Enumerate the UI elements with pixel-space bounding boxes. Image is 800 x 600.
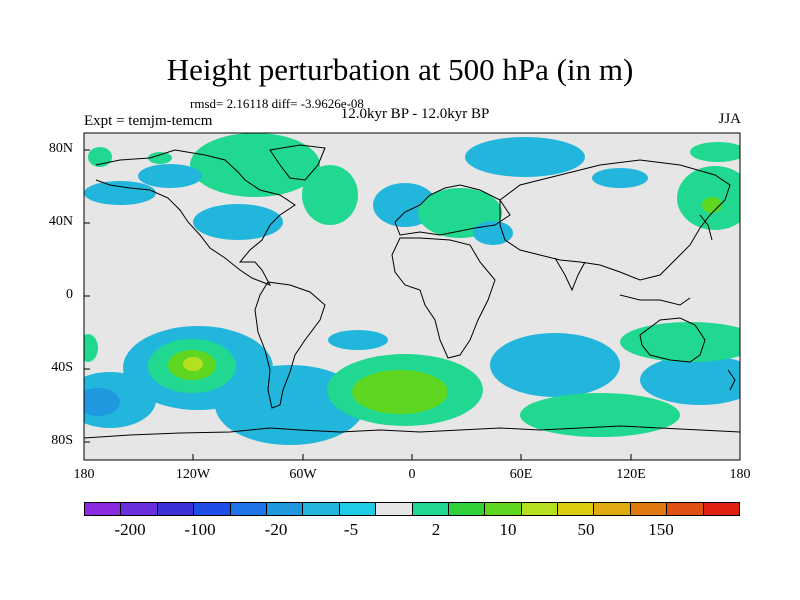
coastlines [84,144,740,439]
tick-marks [84,149,632,460]
colorbar-bin [376,503,413,515]
lon-tick: 120E [616,467,646,482]
colorbar-bin [558,503,595,515]
coast-asia [499,159,731,281]
colorbar-label: -200 [114,520,146,539]
colorbar-label: 10 [499,520,517,539]
map-title: Height perturbation at 500 hPa (in m) [166,52,634,87]
colorbar-label: 50 [577,520,595,539]
colorbar-bin [85,503,122,515]
contour-cyan [490,333,620,397]
contour-green-light [84,334,98,362]
lat-tick: 0 [66,287,73,302]
contour-green-light [620,322,740,362]
lat-tick: 80N [48,141,73,156]
lat-tick: 40S [51,360,73,375]
coast-indonesia [619,294,691,306]
colorbar-label: 2 [431,520,441,539]
coast-new-zealand [727,369,736,391]
colorbar-bin [121,503,158,515]
colorbar-bin [630,503,668,515]
coast-greenland [269,144,326,181]
contour-green-light [690,142,740,162]
contour-cyan [465,137,585,177]
lat-tick: 80S [51,433,73,448]
coast-south-america [254,281,326,409]
lon-tick: 0 [408,467,416,482]
contour-green-light [88,147,112,167]
colorbar [84,502,740,516]
coast-japan [699,214,713,241]
contour-cyan [328,330,388,350]
contour-green-light [148,152,172,164]
contour-green-light [302,165,358,225]
colorbar-label: -20 [264,520,288,539]
colorbar-bin [303,503,340,515]
colorbar-bin [266,503,304,515]
colorbar-bin [157,503,195,515]
stats-line: rmsd= 2.16118 diff= -3.9626e-08 [190,96,364,111]
colorbar-bin [448,503,486,515]
contour-cyan [138,164,202,188]
contour-blue [84,388,120,416]
colorbar-bin [230,503,267,515]
colorbar-bin [594,503,631,515]
contour-yellow-green [183,357,203,371]
colorbar-bin [412,503,449,515]
lat-tick: 40N [48,214,73,229]
lon-tick: 60E [509,467,533,482]
lon-tick: 60W [289,467,317,482]
coast-australia [639,317,706,363]
season-label: JJA [718,111,741,127]
coast-north-america [95,149,296,286]
contour-cyan [84,181,156,205]
contour-green-light [190,133,320,197]
lon-tick: 120W [175,467,211,482]
coast-antarctica [84,425,740,439]
experiment-label: Expt = temjm-temcm [84,113,213,129]
colorbar-bin [339,503,377,515]
period-label: 12.0kyr BP - 12.0kyr BP [340,106,490,122]
colorbar-label: -5 [343,520,359,539]
contour-cyan [193,204,283,240]
contour-fields [84,133,740,445]
coast-europe [394,184,511,236]
colorbar-label: 150 [648,520,674,539]
colorbar-bin [703,503,740,515]
colorbar-bin [667,503,704,515]
contour-cyan [215,365,365,445]
lon-tick: 180 [729,467,751,482]
contour-green [352,370,448,414]
contour-cyan [640,355,740,405]
coast-india [554,257,586,292]
coast-africa [391,237,496,359]
colorbar-bin [194,503,231,515]
colorbar-label: -100 [184,520,216,539]
contour-green-light [520,393,680,437]
colorbar-bin [485,503,522,515]
colorbar-bin [521,503,559,515]
lon-tick: 180 [73,467,95,482]
contour-cyan [592,168,648,188]
contour-green [702,197,722,213]
